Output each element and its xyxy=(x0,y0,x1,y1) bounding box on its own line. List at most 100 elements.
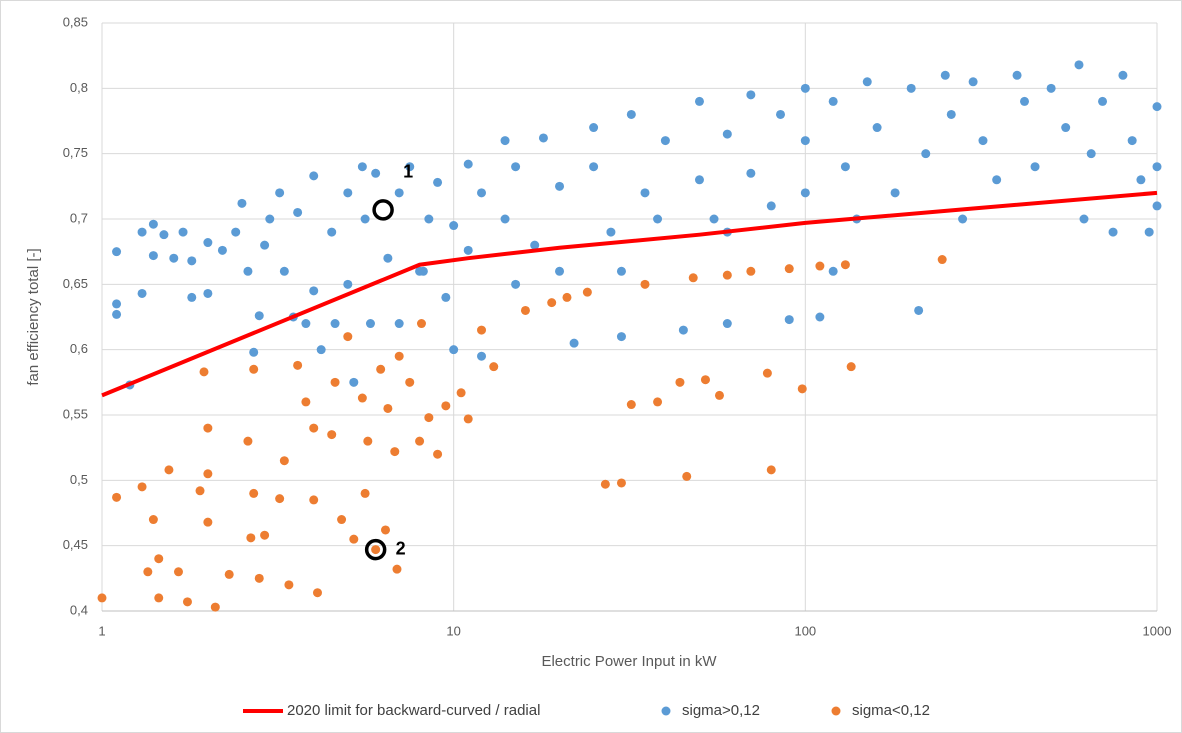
point xyxy=(169,253,179,263)
point xyxy=(279,266,289,276)
point xyxy=(433,449,443,459)
point xyxy=(441,292,451,302)
point xyxy=(154,593,164,603)
point xyxy=(148,515,158,525)
point xyxy=(112,492,122,502)
point xyxy=(349,377,359,387)
point xyxy=(562,292,572,302)
y-tick-label: 0,85 xyxy=(63,14,88,29)
point xyxy=(606,227,616,237)
point xyxy=(600,479,610,489)
point xyxy=(246,533,256,543)
point xyxy=(293,360,303,370)
point xyxy=(260,530,270,540)
point xyxy=(371,545,381,555)
point xyxy=(210,602,220,612)
point xyxy=(392,564,402,574)
point xyxy=(1152,162,1162,172)
point xyxy=(182,597,192,607)
point xyxy=(722,319,732,329)
point xyxy=(357,393,367,403)
point xyxy=(148,219,158,229)
point xyxy=(137,227,147,237)
point xyxy=(187,292,197,302)
point xyxy=(390,447,400,457)
point xyxy=(217,245,227,255)
point xyxy=(1061,123,1071,133)
point xyxy=(337,515,347,525)
point xyxy=(626,400,636,410)
point xyxy=(275,188,285,198)
point xyxy=(203,469,213,479)
x-tick-label: 100 xyxy=(794,623,816,638)
point xyxy=(405,162,415,172)
legend-label: sigma>0,12 xyxy=(682,702,760,719)
point xyxy=(511,162,521,172)
point xyxy=(231,227,241,237)
point xyxy=(309,423,319,433)
point xyxy=(349,534,359,544)
point xyxy=(159,230,169,240)
point xyxy=(449,345,459,355)
point xyxy=(1108,227,1118,237)
point xyxy=(301,319,311,329)
point xyxy=(187,256,197,266)
point xyxy=(797,384,807,394)
point xyxy=(301,397,311,407)
point xyxy=(815,312,825,322)
x-tick-label: 1 xyxy=(98,623,105,638)
point xyxy=(137,288,147,298)
point xyxy=(722,129,732,139)
point xyxy=(840,260,850,270)
point xyxy=(254,311,264,321)
point xyxy=(1086,149,1096,159)
point xyxy=(279,456,289,466)
y-tick-label: 0,55 xyxy=(63,406,88,421)
y-axis-title: fan efficiency total [-] xyxy=(25,248,42,385)
point xyxy=(1046,83,1056,93)
point xyxy=(500,136,510,146)
point xyxy=(405,377,415,387)
point xyxy=(1012,70,1022,80)
point xyxy=(477,325,487,335)
point xyxy=(978,136,988,146)
point xyxy=(416,319,426,329)
legend-swatch xyxy=(661,706,671,716)
point xyxy=(746,168,756,178)
point xyxy=(112,309,122,319)
point xyxy=(1144,227,1154,237)
point xyxy=(249,488,259,498)
point xyxy=(688,273,698,283)
point xyxy=(653,214,663,224)
point xyxy=(640,279,650,289)
x-tick-label: 1000 xyxy=(1143,623,1172,638)
point xyxy=(164,465,174,475)
point xyxy=(254,573,264,583)
point xyxy=(746,90,756,100)
legend-label: 2020 limit for backward-curved / radial xyxy=(287,702,540,719)
point xyxy=(260,240,270,250)
point xyxy=(828,96,838,106)
point xyxy=(441,401,451,411)
point xyxy=(914,305,924,315)
point xyxy=(1020,96,1030,106)
point xyxy=(890,188,900,198)
y-tick-label: 0,45 xyxy=(63,537,88,552)
point xyxy=(173,567,183,577)
point xyxy=(626,109,636,119)
point xyxy=(195,486,205,496)
point xyxy=(203,288,213,298)
point xyxy=(694,175,704,185)
point xyxy=(800,83,810,93)
point xyxy=(309,495,319,505)
point xyxy=(394,319,404,329)
point xyxy=(640,188,650,198)
point xyxy=(293,207,303,217)
point xyxy=(360,214,370,224)
point xyxy=(330,377,340,387)
point xyxy=(746,266,756,276)
point xyxy=(203,238,213,248)
point xyxy=(424,413,434,423)
point xyxy=(112,247,122,257)
